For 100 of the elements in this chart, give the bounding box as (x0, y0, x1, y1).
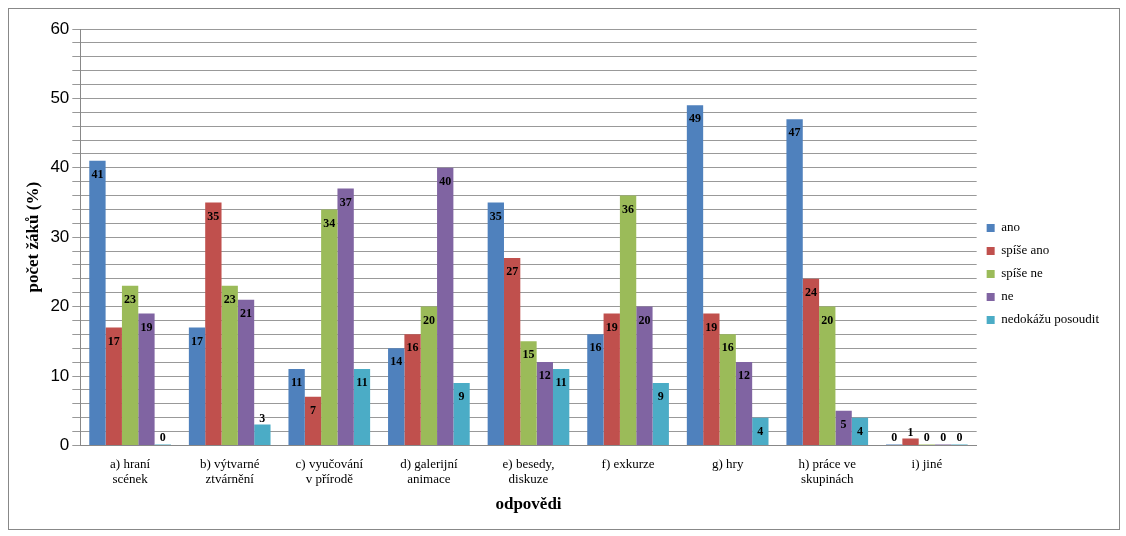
data-label: 27 (506, 264, 519, 279)
bar (619, 195, 637, 445)
bar (205, 202, 222, 445)
bar (404, 334, 421, 445)
data-label: 0 (891, 430, 898, 445)
data-label: 7 (309, 402, 316, 417)
bar (786, 119, 803, 445)
data-label: 19 (605, 319, 618, 334)
bar (735, 362, 753, 445)
bar (503, 258, 521, 445)
data-label: 0 (923, 430, 930, 445)
data-label: 49 (689, 111, 701, 126)
x-tick-label: a) hraní scének (110, 455, 151, 487)
y-axis-title: počet žáků (%) (22, 181, 42, 293)
data-label: 35 (207, 208, 220, 223)
data-label: 34 (323, 215, 336, 230)
bar (686, 105, 704, 445)
data-label: 17 (107, 333, 120, 348)
bar (819, 306, 836, 445)
bar (487, 202, 504, 445)
bar (636, 306, 653, 445)
bar (652, 382, 669, 445)
bar (254, 424, 271, 445)
bar (752, 417, 769, 445)
bar (237, 299, 255, 445)
bar (420, 306, 438, 445)
x-tick-label: c) vyučování v přírodě (295, 455, 364, 487)
x-axis-title: odpovědi (495, 494, 562, 514)
bar (304, 396, 322, 445)
data-label: 14 (390, 354, 403, 369)
legend-label: ano (1001, 219, 1020, 235)
x-tick-label: h) práce ve skupinách (798, 455, 857, 487)
y-tick-label: 10 (50, 365, 70, 385)
bar (138, 313, 155, 445)
bar (353, 369, 371, 445)
y-tick-label: 50 (50, 88, 70, 108)
data-label: 40 (439, 173, 452, 188)
data-label: 15 (522, 347, 535, 362)
x-tick-label: d) galerijní animace (400, 455, 458, 487)
data-label: 41 (91, 166, 104, 181)
bar (89, 160, 106, 445)
legend-label: spíše ne (1001, 265, 1043, 281)
bar (453, 382, 470, 445)
data-label: 20 (821, 312, 834, 327)
bar (719, 334, 736, 445)
y-tick-label: 40 (50, 157, 70, 177)
bar (835, 410, 852, 445)
x-tick-label: f) exkurze (601, 455, 655, 471)
legend-label: spíše ano (1001, 242, 1050, 258)
y-tick-label: 30 (50, 226, 70, 246)
data-label: 36 (622, 201, 635, 216)
bar (388, 348, 405, 445)
data-label: 9 (458, 389, 465, 404)
data-label: 0 (940, 430, 947, 445)
y-tick-label: 20 (50, 296, 70, 316)
data-label: 4 (757, 423, 764, 438)
data-label: 20 (422, 312, 435, 327)
x-tick-label: g) hry (711, 455, 744, 471)
data-label: 5 (840, 416, 847, 431)
bar (321, 209, 338, 445)
data-label: 21 (240, 305, 253, 320)
bar (587, 334, 604, 445)
data-label: 1 (907, 424, 914, 439)
data-label: 0 (159, 430, 166, 445)
y-tick-label: 60 (50, 18, 70, 38)
bar (851, 417, 869, 445)
bar (105, 327, 122, 445)
x-tick-label: e) besedy, diskuze (502, 455, 555, 487)
data-label: 23 (223, 291, 236, 306)
x-tick-label: i) jiné (911, 455, 943, 471)
bar (802, 278, 820, 445)
data-label: 47 (788, 125, 801, 140)
data-label: 9 (657, 389, 664, 404)
bar (437, 167, 454, 445)
data-label: 16 (721, 340, 734, 355)
bar (520, 341, 537, 445)
data-label: 12 (738, 368, 751, 383)
bar (536, 362, 553, 445)
data-label: 24 (804, 284, 817, 299)
bar (288, 369, 305, 445)
bar (188, 327, 206, 445)
bar (552, 369, 570, 445)
bar (121, 285, 139, 445)
x-tick-label: b) výtvarné ztvárnění (199, 455, 260, 487)
data-label: 11 (356, 375, 368, 390)
data-label: 3 (259, 410, 266, 425)
bar (603, 313, 620, 445)
data-label: 11 (555, 375, 567, 390)
data-label: 35 (489, 208, 502, 223)
data-label: 0 (956, 430, 963, 445)
data-label: 20 (638, 312, 651, 327)
y-tick-label: 0 (59, 435, 70, 455)
bar (337, 188, 354, 445)
data-label: 19 (705, 319, 718, 334)
bar (221, 285, 238, 445)
data-label: 16 (406, 340, 419, 355)
legend-label: ne (1001, 288, 1014, 304)
data-label: 4 (856, 423, 863, 438)
data-label: 19 (140, 319, 153, 334)
legend-label: nedokážu posoudit (1001, 311, 1100, 327)
